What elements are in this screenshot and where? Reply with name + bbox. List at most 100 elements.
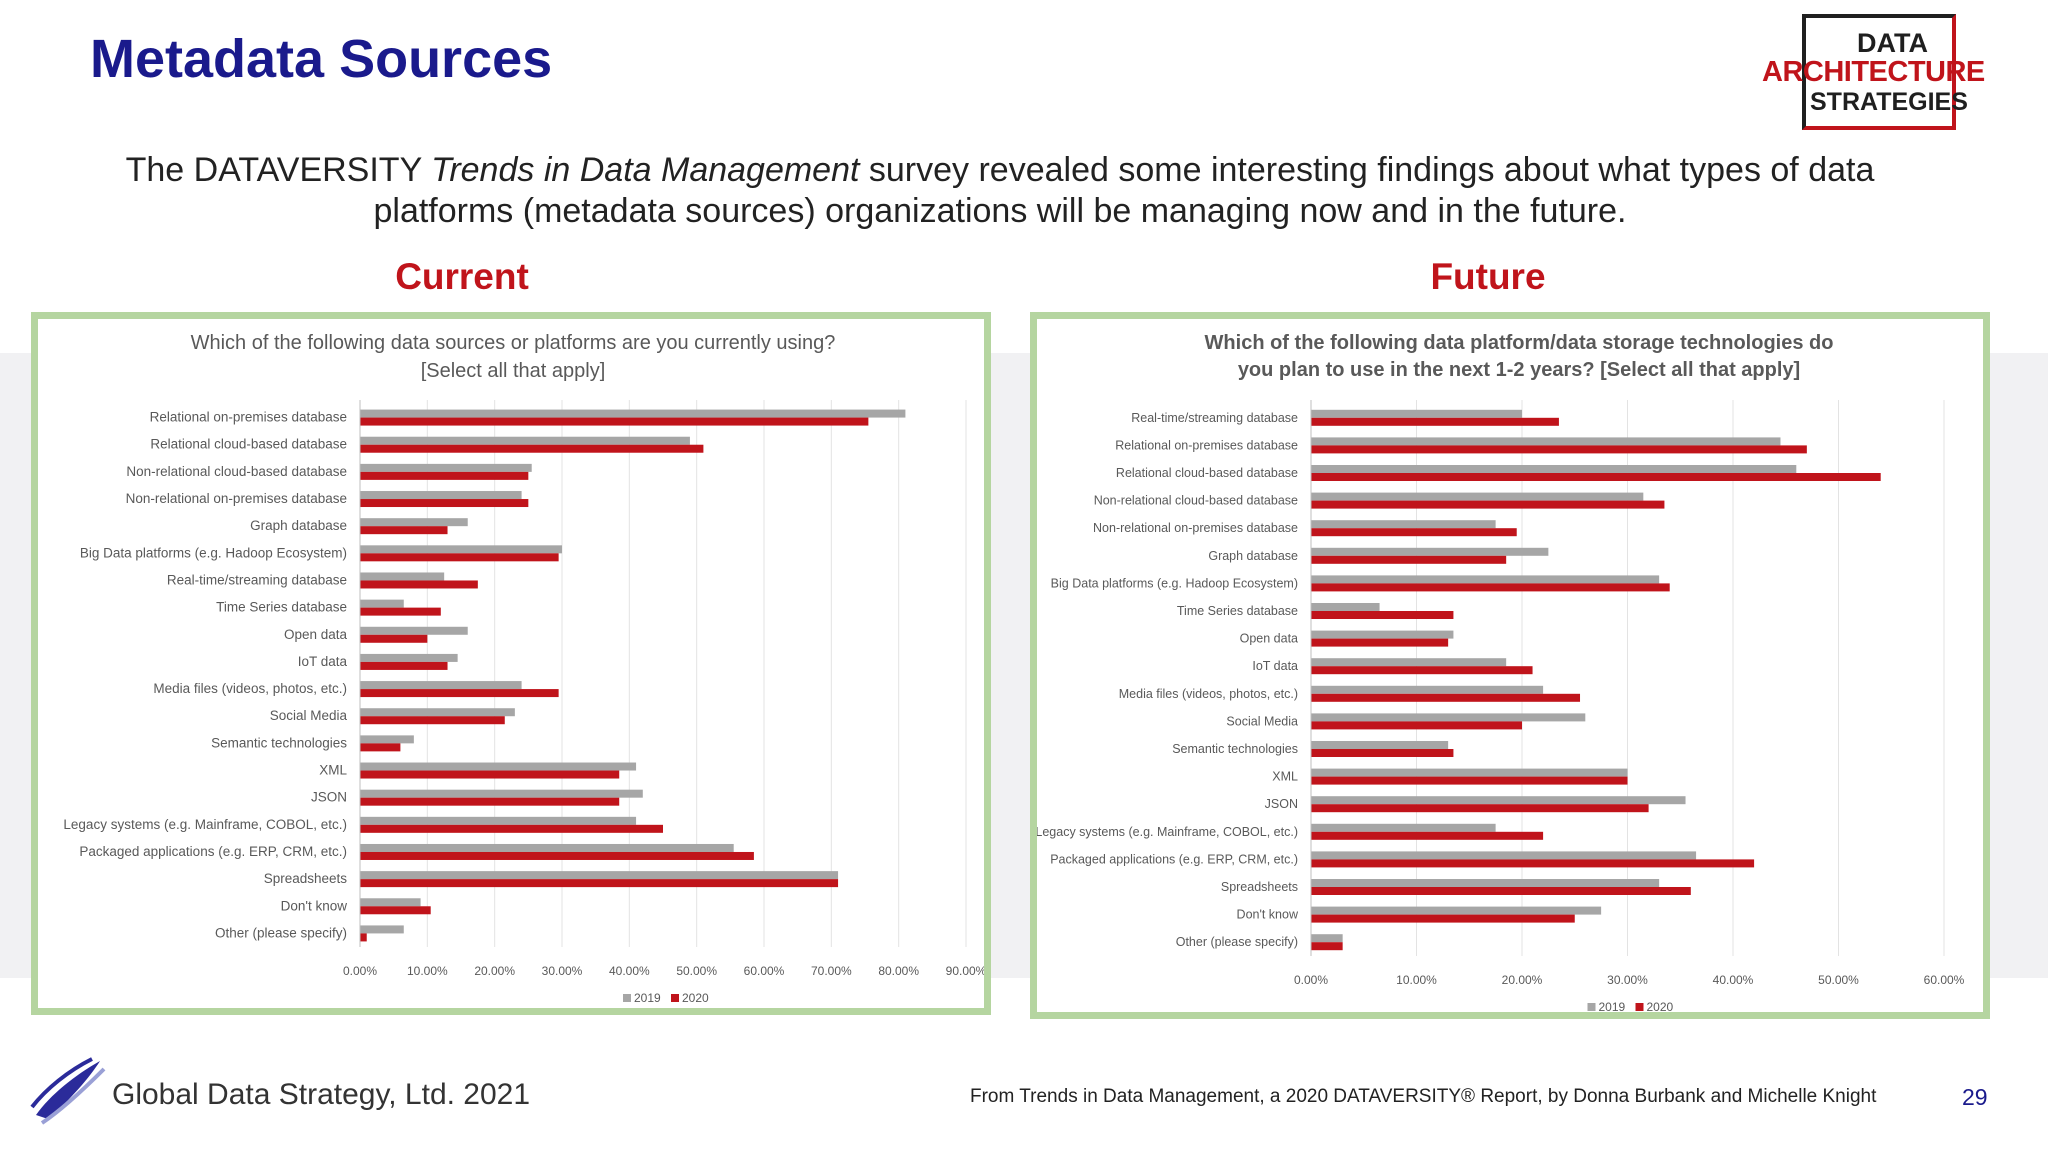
bar-2019 (1311, 520, 1496, 529)
future-chart: Which of the following data platform/dat… (1037, 332, 1965, 1012)
bar-2020 (360, 661, 448, 670)
bar-2019 (1311, 603, 1380, 611)
category-label: Social Media (270, 708, 348, 723)
current-chart: Which of the following data sources or p… (63, 332, 984, 1005)
bar-2020 (1311, 611, 1454, 619)
category-label: Time Series database (1177, 604, 1298, 618)
bar-2019 (360, 708, 515, 717)
chart-title: Which of the following data platform/dat… (1205, 332, 1834, 354)
x-tick-label: 40.00% (609, 964, 650, 978)
bar-2019 (1311, 492, 1644, 501)
bar-2019 (1311, 630, 1454, 639)
bar-2020 (360, 906, 431, 915)
category-label: Open data (284, 627, 348, 642)
category-label: Semantic technologies (1172, 742, 1298, 756)
category-label: Graph database (250, 518, 347, 533)
intro-text-post: survey revealed some interesting finding… (373, 151, 1875, 230)
x-tick-label: 40.00% (1713, 973, 1754, 987)
bar-2020 (360, 743, 401, 752)
bar-2020 (360, 933, 367, 942)
footer-company: Global Data Strategy, Ltd. 2021 (112, 1078, 531, 1111)
bar-2019 (1311, 437, 1781, 446)
legend-label: 2019 (634, 991, 661, 1005)
category-label: Real-time/streaming database (1131, 411, 1298, 425)
x-tick-label: 60.00% (744, 964, 785, 978)
bar-2019 (1311, 796, 1686, 805)
bar-2020 (1311, 638, 1449, 647)
bar-2020 (1311, 473, 1881, 481)
bar-2019 (360, 843, 734, 852)
x-tick-label: 30.00% (1607, 973, 1648, 987)
bar-2019 (1311, 851, 1697, 860)
category-label: Relational on-premises database (1115, 438, 1298, 452)
bar-2020 (360, 580, 478, 589)
bar-2019 (1311, 823, 1496, 832)
bar-2020 (360, 444, 704, 453)
category-label: Don't know (281, 898, 348, 913)
bar-2019 (360, 653, 458, 662)
category-label: Big Data platforms (e.g. Hadoop Ecosyste… (80, 545, 347, 560)
bar-2019 (1311, 906, 1602, 915)
bar-2019 (1311, 713, 1586, 722)
legend-swatch-2019 (623, 994, 631, 1002)
category-label: Media files (videos, photos, etc.) (153, 681, 347, 696)
category-label: Social Media (1226, 714, 1298, 728)
chart-subtitle: you plan to use in the next 1-2 years? [… (1238, 359, 1800, 381)
current-heading: Current (395, 256, 529, 297)
intro-text-report-name: Trends in Data Management (431, 151, 860, 189)
bar-2019 (360, 925, 404, 934)
category-label: Open data (1240, 632, 1298, 646)
bar-2020 (360, 553, 559, 562)
legend-label: 2020 (682, 991, 709, 1005)
bar-2019 (360, 871, 839, 880)
x-tick-label: 20.00% (1502, 973, 1543, 987)
bar-2019 (360, 626, 468, 635)
bar-2019 (360, 545, 562, 554)
x-tick-label: 10.00% (1396, 973, 1437, 987)
bar-2019 (360, 898, 421, 907)
bar-2019 (1311, 768, 1628, 777)
bar-2020 (1311, 693, 1581, 702)
slide-title: Metadata Sources (90, 29, 553, 89)
category-label: Time Series database (216, 600, 347, 615)
bar-2019 (360, 572, 445, 581)
bar-2019 (360, 518, 468, 527)
current-chart-panel: Which of the following data sources or p… (31, 312, 991, 1015)
category-label: Non-relational cloud-based database (1094, 494, 1298, 508)
x-tick-label: 80.00% (878, 964, 919, 978)
bar-2020 (1311, 721, 1522, 730)
bar-2019 (360, 409, 906, 418)
bar-2020 (360, 851, 754, 860)
bar-2019 (1311, 934, 1343, 943)
x-tick-label: 90.00% (946, 964, 984, 978)
category-label: JSON (311, 790, 347, 805)
bar-2019 (1311, 658, 1507, 667)
x-tick-label: 50.00% (676, 964, 717, 978)
bar-2019 (1311, 547, 1549, 556)
x-tick-label: 50.00% (1818, 973, 1859, 987)
category-label: Don't know (1237, 908, 1299, 922)
x-tick-label: 10.00% (407, 964, 448, 978)
bar-2020 (1311, 831, 1544, 840)
category-label: Spreadsheets (264, 871, 348, 886)
bar-2019 (1311, 575, 1660, 584)
bar-2020 (1311, 555, 1507, 564)
category-label: Packaged applications (e.g. ERP, CRM, et… (1050, 852, 1298, 866)
bar-2019 (360, 735, 414, 744)
logo-line-2: ARCHITECTURE (1762, 56, 1985, 88)
category-label: Relational cloud-based database (1116, 466, 1298, 480)
bar-2020 (1311, 859, 1755, 868)
bar-2020 (1311, 528, 1517, 537)
bar-2020 (1311, 776, 1628, 785)
bar-2019 (1311, 465, 1797, 473)
future-chart-panel: Which of the following data platform/dat… (1030, 312, 1990, 1019)
bar-2019 (360, 816, 637, 825)
bar-2019 (360, 681, 522, 690)
bar-2020 (1311, 445, 1807, 454)
category-label: Other (please specify) (1176, 935, 1298, 949)
bar-2019 (1311, 685, 1544, 694)
bar-2020 (1311, 749, 1454, 757)
bar-2019 (1311, 879, 1660, 887)
bar-2020 (1311, 942, 1343, 951)
bar-2019 (360, 789, 643, 798)
